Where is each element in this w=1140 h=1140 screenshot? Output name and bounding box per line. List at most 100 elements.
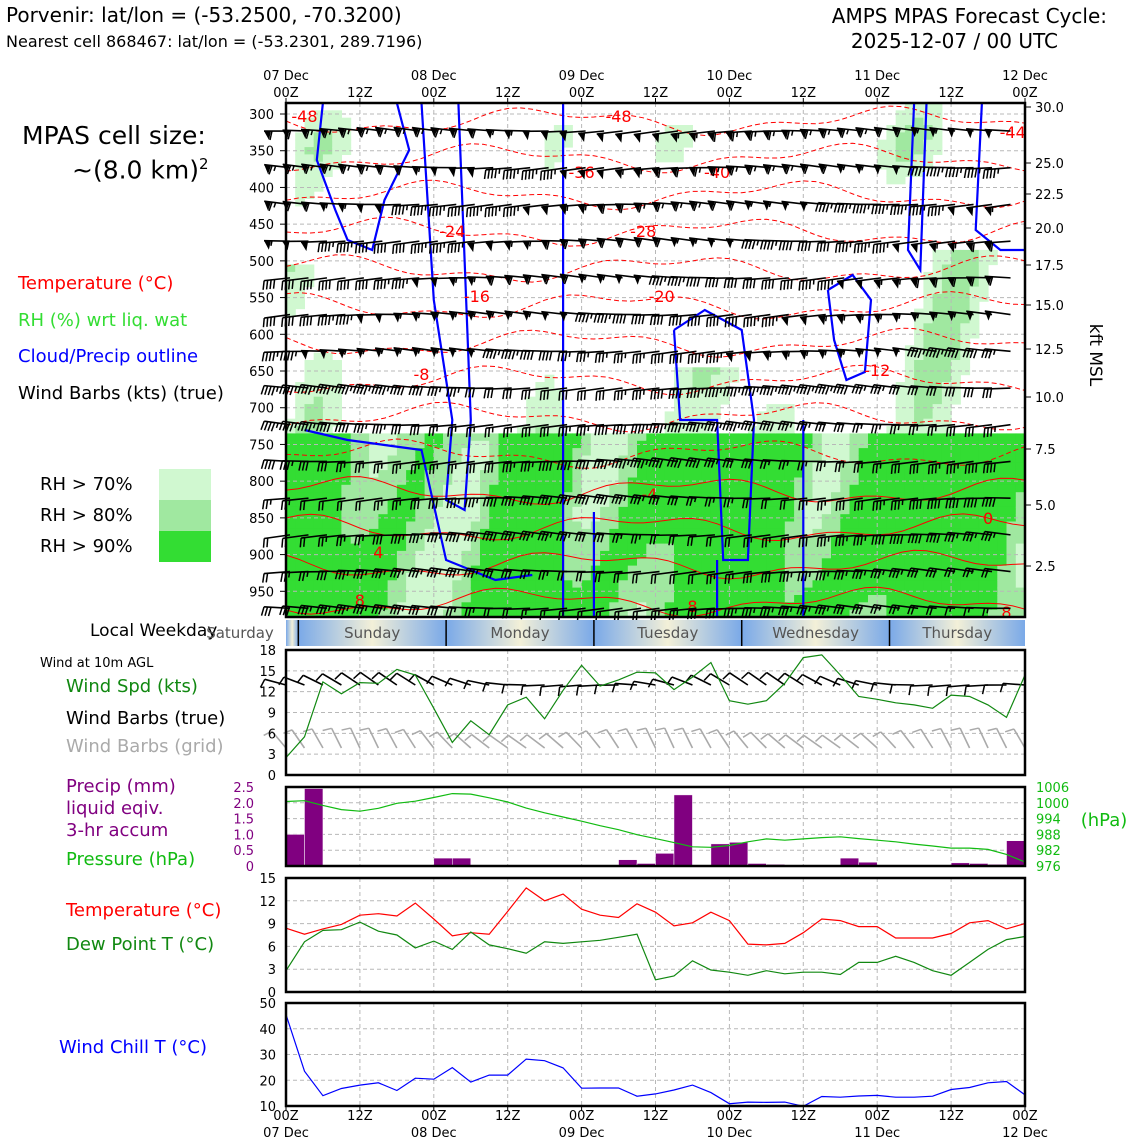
rh-cell <box>646 543 657 552</box>
rh-cell <box>553 565 564 574</box>
rh-cell <box>1015 536 1026 545</box>
rh-cell <box>692 602 703 611</box>
rh-cell <box>286 279 296 288</box>
rh-cell <box>637 499 647 508</box>
rh-cell <box>498 484 509 493</box>
rh-cell <box>286 470 296 478</box>
rh-cell <box>683 448 693 456</box>
barb-staff <box>485 387 512 391</box>
barb-staff <box>929 240 956 246</box>
rh-cell <box>396 609 407 618</box>
wind-barb <box>299 313 328 327</box>
rh-cell <box>544 595 555 603</box>
rh-cell <box>803 609 814 618</box>
rh-cell <box>951 249 961 258</box>
barb-full <box>653 389 657 400</box>
rh-cell <box>424 595 435 603</box>
barb-staff <box>726 313 752 319</box>
barb-full <box>655 458 660 468</box>
rh-cell <box>1006 448 1017 456</box>
rh-cell <box>868 580 878 589</box>
barb-half <box>473 311 477 318</box>
barb-pennant <box>818 316 826 326</box>
rh-cell <box>868 433 878 442</box>
rh-cell <box>775 426 786 434</box>
rh-cell <box>489 550 499 559</box>
rh-cell <box>997 506 1008 515</box>
rh-cell <box>378 609 389 618</box>
barb-full <box>819 461 823 472</box>
barb-half <box>643 203 646 209</box>
rh-cell <box>415 433 426 442</box>
barb-full <box>822 164 828 175</box>
rh-cell <box>369 492 379 501</box>
barb-full <box>447 464 450 475</box>
barb-half <box>491 427 494 433</box>
rh-cell <box>683 506 693 515</box>
rh-cell <box>766 455 777 464</box>
rh-cell <box>313 565 324 574</box>
barb-full <box>725 458 731 468</box>
barb-staff <box>374 203 401 207</box>
rh-cell <box>886 595 897 603</box>
barb-full <box>782 241 786 251</box>
wind-barb <box>410 460 438 475</box>
rh-cell <box>322 543 333 552</box>
barb-half <box>510 427 513 433</box>
wind-barb <box>779 497 808 510</box>
rh-cell <box>609 521 620 530</box>
rh-cell <box>295 543 305 552</box>
barb-full <box>321 537 324 547</box>
barb-full <box>623 424 627 435</box>
barb-full <box>803 422 808 432</box>
rh-cell <box>849 543 860 552</box>
temperature-contour-label: -4 <box>641 485 657 504</box>
rh-cell <box>341 521 352 530</box>
rh-cell <box>322 492 333 501</box>
rh-cell <box>452 499 463 508</box>
rh-cell <box>960 492 971 501</box>
barb-half <box>693 496 697 503</box>
wind-barb <box>984 128 1011 139</box>
barb-pennant <box>966 207 974 217</box>
rh-cell <box>664 595 675 603</box>
rh-cell <box>803 514 814 523</box>
barb-full <box>464 498 468 508</box>
rh-cell <box>637 506 647 515</box>
rh-cell <box>664 521 675 530</box>
rh-cell <box>720 514 730 523</box>
rh-cell <box>941 418 952 427</box>
rh-cell <box>683 492 693 501</box>
rh-cell <box>406 550 416 559</box>
rh-cell <box>544 426 555 434</box>
barb-pennant <box>467 242 475 253</box>
barb-full <box>670 458 675 468</box>
rh-cell <box>886 484 897 493</box>
rh-cell <box>433 558 444 567</box>
wind-barb <box>541 203 568 216</box>
barb-staff <box>448 240 475 245</box>
rh-cell <box>322 521 333 530</box>
rh-cell <box>840 499 851 508</box>
rh-cell <box>544 477 555 486</box>
legend-rh: RH (%) wrt liq. wat <box>18 310 188 331</box>
rh-cell <box>563 609 573 618</box>
rh-cell <box>369 448 379 456</box>
barb-full <box>289 422 294 432</box>
rh-cell <box>359 470 370 478</box>
barb-full <box>649 315 653 326</box>
rh-cell <box>1015 543 1026 552</box>
rh-cell <box>433 433 444 442</box>
rh-cell <box>969 602 980 611</box>
rh-cell <box>387 506 398 515</box>
barb-full <box>354 244 358 254</box>
rh-cell <box>784 506 795 515</box>
barb-pennant <box>689 133 697 143</box>
rh-cell <box>304 455 315 464</box>
wind-barb <box>483 460 512 474</box>
barb-full <box>428 426 432 437</box>
barb-pennant <box>319 128 327 139</box>
barb-full <box>509 206 513 217</box>
rh-cell <box>322 396 333 405</box>
rh-cell <box>572 521 583 530</box>
